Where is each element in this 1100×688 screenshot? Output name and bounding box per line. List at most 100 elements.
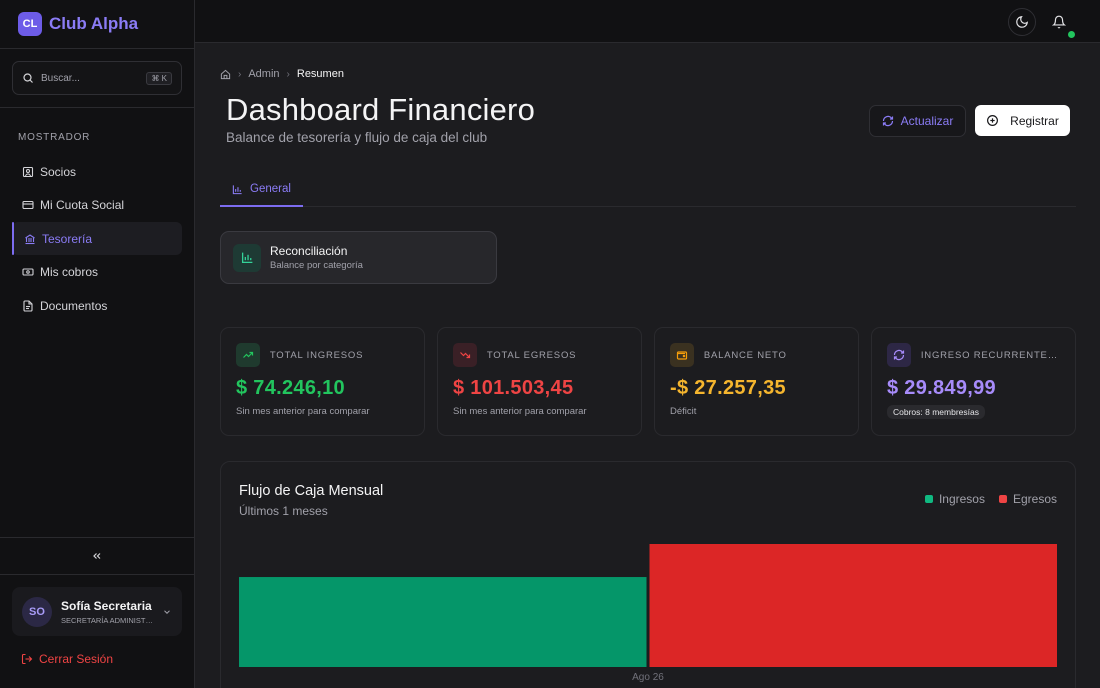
avatar: SO: [22, 596, 52, 627]
trending-up-icon: [242, 351, 254, 358]
chart-title: Flujo de Caja Mensual: [239, 483, 384, 499]
chart-subtitle: Últimos 1 meses: [239, 504, 328, 518]
refresh-label: Actualizar: [900, 114, 954, 128]
bell-icon: [1052, 15, 1066, 29]
legend-label: Egresos: [1012, 492, 1057, 506]
stat-value: $ 101.503,45: [453, 377, 574, 399]
stat-icon-box: [887, 343, 911, 367]
user-menu[interactable]: SO Sofía Secretaria SECRETARÍA ADMINISTR…: [12, 587, 182, 636]
main-content: › Admin › Resumen Dashboard Financiero B…: [195, 43, 1100, 688]
notifications-button[interactable]: [1045, 8, 1073, 36]
page-subtitle: Balance de tesorería y flujo de caja del…: [226, 130, 488, 145]
sidebar-item-label: Mi Cuota Social: [40, 198, 125, 213]
bank-icon: [25, 234, 35, 244]
chevron-down-icon: [164, 609, 170, 614]
bar-chart: Ago 26: [239, 544, 1058, 683]
credit-card-icon: [22, 201, 34, 210]
user-name: Sofía Secretaria: [61, 598, 152, 613]
sidebar-item-cuota[interactable]: Mi Cuota Social: [12, 189, 182, 222]
status-dot: [1068, 31, 1075, 38]
stat-note: Sin mes anterior para comparar: [236, 406, 370, 417]
sidebar-item-cobros[interactable]: Mis cobros: [12, 256, 182, 289]
chevrons-left-icon: [93, 553, 101, 559]
collapse-sidebar-button[interactable]: [0, 537, 194, 575]
sidebar-section-title: MOSTRADOR: [18, 132, 91, 143]
user-role: SECRETARÍA ADMINISTRATIVA: [61, 615, 153, 625]
register-button[interactable]: Registrar: [975, 105, 1070, 136]
sidebar-item-label: Mis cobros: [40, 265, 99, 280]
stat-value: -$ 27.257,35: [670, 377, 786, 399]
search-input[interactable]: Buscar... ⌘ K: [12, 61, 182, 95]
legend-swatch: [924, 495, 933, 503]
user-info: Sofía Secretaria SECRETARÍA ADMINISTRATI…: [61, 599, 162, 625]
recon-icon-box: [233, 243, 261, 272]
stat-icon-box: [670, 343, 694, 367]
legend-item-ingresos[interactable]: Ingresos: [924, 492, 985, 506]
sidebar-item-label: Tesorería: [42, 231, 93, 246]
user-square-icon: [22, 166, 34, 177]
chevron-right-icon: ›: [286, 68, 290, 80]
bar-egresos[interactable]: [649, 544, 1058, 667]
cash-flow-chart-card: Flujo de Caja Mensual Últimos 1 meses In…: [220, 461, 1076, 688]
tab-label: General: [250, 183, 291, 195]
stat-label: TOTAL EGRESOS: [486, 349, 577, 361]
stat-head: TOTAL EGRESOS: [453, 343, 626, 367]
tab-general[interactable]: General: [220, 173, 303, 207]
sidebar-item-tesoreria[interactable]: Tesorería: [12, 222, 182, 256]
sidebar-item-label: Socios: [40, 164, 77, 179]
bar-chart-icon: [232, 184, 242, 194]
sidebar-item-label: Documentos: [40, 298, 108, 313]
topbar: [195, 0, 1100, 43]
stat-label: TOTAL INGRESOS: [269, 349, 364, 361]
home-icon[interactable]: [220, 69, 231, 80]
plus-circle-icon: [987, 115, 999, 126]
stat-head: TOTAL INGRESOS: [236, 343, 409, 367]
stat-head: BALANCE NETO: [670, 343, 843, 367]
refresh-button[interactable]: Actualizar: [869, 105, 966, 137]
brand[interactable]: CL Club Alpha: [0, 0, 194, 49]
legend-item-egresos[interactable]: Egresos: [998, 492, 1057, 506]
stat-icon-box: [453, 343, 477, 367]
trending-down-icon: [459, 352, 471, 359]
breadcrumb: › Admin › Resumen: [220, 68, 344, 80]
theme-toggle-button[interactable]: [1008, 8, 1036, 36]
stat-note: Sin mes anterior para comparar: [453, 406, 587, 417]
file-icon: [23, 300, 33, 312]
sidebar-item-socios[interactable]: Socios: [12, 155, 182, 188]
search-wrap: Buscar... ⌘ K: [0, 49, 194, 108]
x-tick-label: Ago 26: [632, 672, 664, 683]
brand-logo: CL: [18, 12, 42, 36]
search-placeholder: Buscar...: [41, 72, 80, 84]
reconciliation-card[interactable]: Reconciliación Balance por categoría: [220, 231, 497, 284]
wallet-icon: [676, 351, 688, 360]
search-icon: [23, 73, 33, 83]
sidebar-nav: Socios Mi Cuota Social Tesorería Mis cob…: [0, 155, 194, 322]
stat-head: INGRESO RECURRENTE (MRR): [887, 343, 1060, 367]
search-shortcut: ⌘ K: [146, 71, 172, 85]
stat-label: BALANCE NETO: [703, 349, 787, 361]
chevron-right-icon: ›: [238, 68, 242, 80]
breadcrumb-admin[interactable]: Admin: [248, 68, 280, 80]
stat-badge: Cobros: 8 membresías: [887, 405, 985, 419]
logout-icon: [21, 653, 33, 665]
recon-title: Reconciliación: [270, 244, 348, 258]
recon-text: Reconciliación Balance por categoría: [270, 244, 363, 271]
page-title: Dashboard Financiero: [226, 92, 536, 127]
recon-subtitle: Balance por categoría: [270, 260, 363, 271]
breadcrumb-current: Resumen: [296, 68, 344, 80]
legend-swatch: [998, 495, 1007, 503]
stat-label: INGRESO RECURRENTE (MRR): [920, 349, 1060, 361]
refresh-icon: [893, 349, 905, 361]
stat-card-egresos: TOTAL EGRESOS $ 101.503,45 Sin mes anter…: [437, 327, 642, 436]
refresh-icon: [882, 115, 893, 127]
logout-label: Cerrar Sesión: [39, 652, 114, 666]
banknote-icon: [22, 268, 34, 276]
sidebar: CL Club Alpha Buscar... ⌘ K MOSTRADOR So…: [0, 0, 195, 688]
sidebar-item-documentos[interactable]: Documentos: [12, 289, 182, 322]
chart-legend: Ingresos Egresos: [911, 492, 1057, 506]
logout-button[interactable]: Cerrar Sesión: [21, 652, 113, 666]
stat-value: $ 29.849,99: [887, 377, 996, 399]
stat-value: $ 74.246,10: [236, 377, 345, 399]
bar-ingresos[interactable]: [239, 577, 647, 667]
tab-bar: General: [220, 173, 1076, 207]
